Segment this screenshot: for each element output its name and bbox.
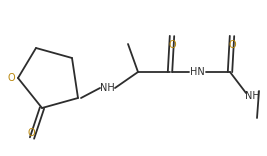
Text: O: O (27, 128, 35, 138)
Text: O: O (228, 40, 236, 50)
Text: O: O (168, 40, 176, 50)
Text: O: O (7, 73, 15, 83)
Text: HN: HN (190, 67, 204, 77)
Text: NH: NH (245, 91, 259, 101)
Text: NH: NH (100, 83, 114, 93)
